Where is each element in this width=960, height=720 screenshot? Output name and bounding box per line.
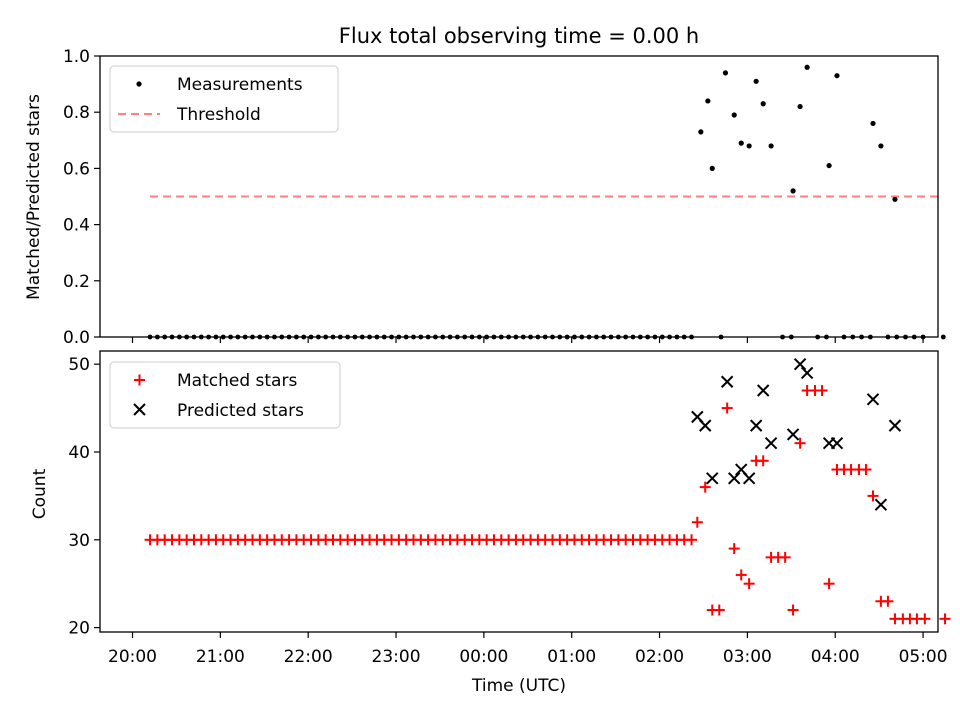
- measurement-point: [738, 140, 744, 146]
- matched-star-point: [939, 613, 951, 625]
- predicted-star-point: [699, 419, 712, 432]
- predicted-star-point: [800, 366, 814, 380]
- ratio-plot-frame: [99, 55, 939, 338]
- measurement-point: [826, 162, 832, 169]
- ratio-x-ticks: [131, 337, 924, 343]
- matched-star-point: [728, 543, 740, 555]
- count-y-tick-label: 40: [68, 443, 90, 463]
- matched-star-point: [794, 437, 806, 449]
- predicted-star-point: [728, 472, 741, 485]
- predicted-star-point: [764, 436, 778, 450]
- matched-star-point: [743, 578, 755, 590]
- measurement-point: [705, 98, 711, 104]
- x-tick-label: 04:00: [811, 647, 860, 667]
- measurement-point: [746, 143, 752, 149]
- x-tick-label: 02:00: [635, 647, 684, 667]
- ratio-y-tick-label: 0.6: [63, 159, 90, 179]
- measurement-point: [731, 112, 737, 118]
- chart-title: Flux total observing time = 0.00 h: [339, 24, 699, 48]
- count-plot-frame: [99, 350, 939, 633]
- x-tick-label: 01:00: [547, 647, 596, 667]
- count-x-ticks: 20:00 21:00 22:00 23:00 00:00 01:00 02:00 03:00…: [108, 632, 948, 667]
- measurement-point: [797, 103, 803, 110]
- predicted-star-point: [830, 436, 844, 450]
- count-legend: Matched stars Predicted stars: [109, 361, 341, 429]
- matched-star-point: [699, 481, 711, 493]
- predicted-star-point: [742, 472, 756, 485]
- measurement-point: [892, 196, 898, 202]
- matched-star-point: [757, 455, 769, 467]
- legend-predicted-label: Predicted stars: [177, 401, 304, 421]
- predicted-star-point: [720, 375, 734, 388]
- measurement-point: [709, 165, 715, 171]
- measurement-point: [870, 120, 876, 127]
- count-y-tick-label: 20: [68, 619, 90, 639]
- legend-measurements-marker: [136, 81, 142, 87]
- legend-threshold-label: Threshold: [176, 105, 261, 125]
- matched-star-point: [867, 490, 879, 502]
- ratio-y-tick-label: 0.0: [63, 328, 90, 348]
- x-tick-label: 23:00: [372, 647, 421, 667]
- x-tick-label: 22:00: [284, 647, 333, 667]
- ratio-panel: Flux total observing time = 0.00 h Match…: [24, 24, 946, 348]
- x-tick-label: 21:00: [196, 647, 245, 667]
- predicted-star-point: [793, 357, 807, 371]
- measurement-point: [940, 334, 946, 340]
- count-y-ticks: 20 30 40 50: [68, 355, 100, 639]
- predicted-star-point: [866, 393, 880, 406]
- x-tick-label: 20:00: [108, 647, 157, 667]
- ratio-y-axis-label: Matched/Predicted stars: [24, 94, 44, 300]
- matched-star-point: [686, 534, 698, 546]
- matched-star-point: [860, 464, 872, 476]
- matched-star-point: [919, 613, 931, 625]
- predicted-star-point: [706, 472, 719, 485]
- predicted-star-point: [874, 498, 888, 511]
- count-marks: [144, 357, 951, 625]
- ratio-y-tick-label: 0.2: [63, 272, 90, 292]
- measurement-point: [790, 188, 796, 194]
- count-legend-box: [109, 361, 341, 429]
- ratio-legend-box: [109, 65, 339, 133]
- predicted-star-point: [756, 384, 770, 397]
- ratio-y-ticks: 0.0 0.2 0.4 0.6 0.8 1.0: [63, 47, 100, 348]
- matched-star-point: [882, 595, 894, 607]
- ratio-y-tick-label: 1.0: [63, 47, 90, 67]
- legend-matched-label: Matched stars: [177, 371, 297, 391]
- measurement-point: [804, 64, 810, 70]
- legend-matched-marker: [134, 374, 145, 386]
- x-tick-label: 00:00: [459, 647, 508, 667]
- predicted-star-point: [888, 419, 902, 432]
- ratio-y-tick-label: 0.8: [63, 103, 90, 123]
- matched-star-point: [816, 385, 828, 397]
- measurement-point: [768, 143, 774, 149]
- measurement-point: [760, 101, 766, 107]
- matched-star-point: [735, 569, 747, 581]
- legend-measurements-label: Measurements: [177, 75, 303, 95]
- predicted-star-point: [786, 428, 800, 441]
- count-y-tick-label: 30: [68, 531, 90, 551]
- matched-star-point: [721, 402, 733, 414]
- measurement-point: [878, 143, 884, 149]
- measurement-point: [753, 78, 759, 84]
- ratio-y-tick-label: 0.4: [63, 216, 90, 236]
- x-axis-label: Time (UTC): [471, 676, 566, 696]
- matched-star-point: [823, 578, 835, 590]
- measurement-point: [834, 73, 840, 79]
- ratio-legend: Measurements Threshold: [109, 65, 339, 133]
- measurement-point: [722, 70, 729, 76]
- x-tick-label: 03:00: [723, 647, 772, 667]
- matched-star-point: [691, 516, 703, 528]
- x-tick-label: 05:00: [899, 647, 948, 667]
- matched-star-point: [713, 604, 725, 616]
- legend-predicted-marker: [133, 403, 146, 416]
- count-panel: Count Time (UTC) 20 30 40 50 20:00 21:00 22:0…: [30, 350, 951, 696]
- matched-star-point: [787, 604, 799, 616]
- matched-star-point: [779, 551, 791, 563]
- measurement-point: [698, 129, 704, 135]
- count-y-axis-label: Count: [30, 468, 50, 519]
- predicted-star-point: [749, 419, 763, 432]
- count-y-tick-label: 50: [68, 355, 90, 375]
